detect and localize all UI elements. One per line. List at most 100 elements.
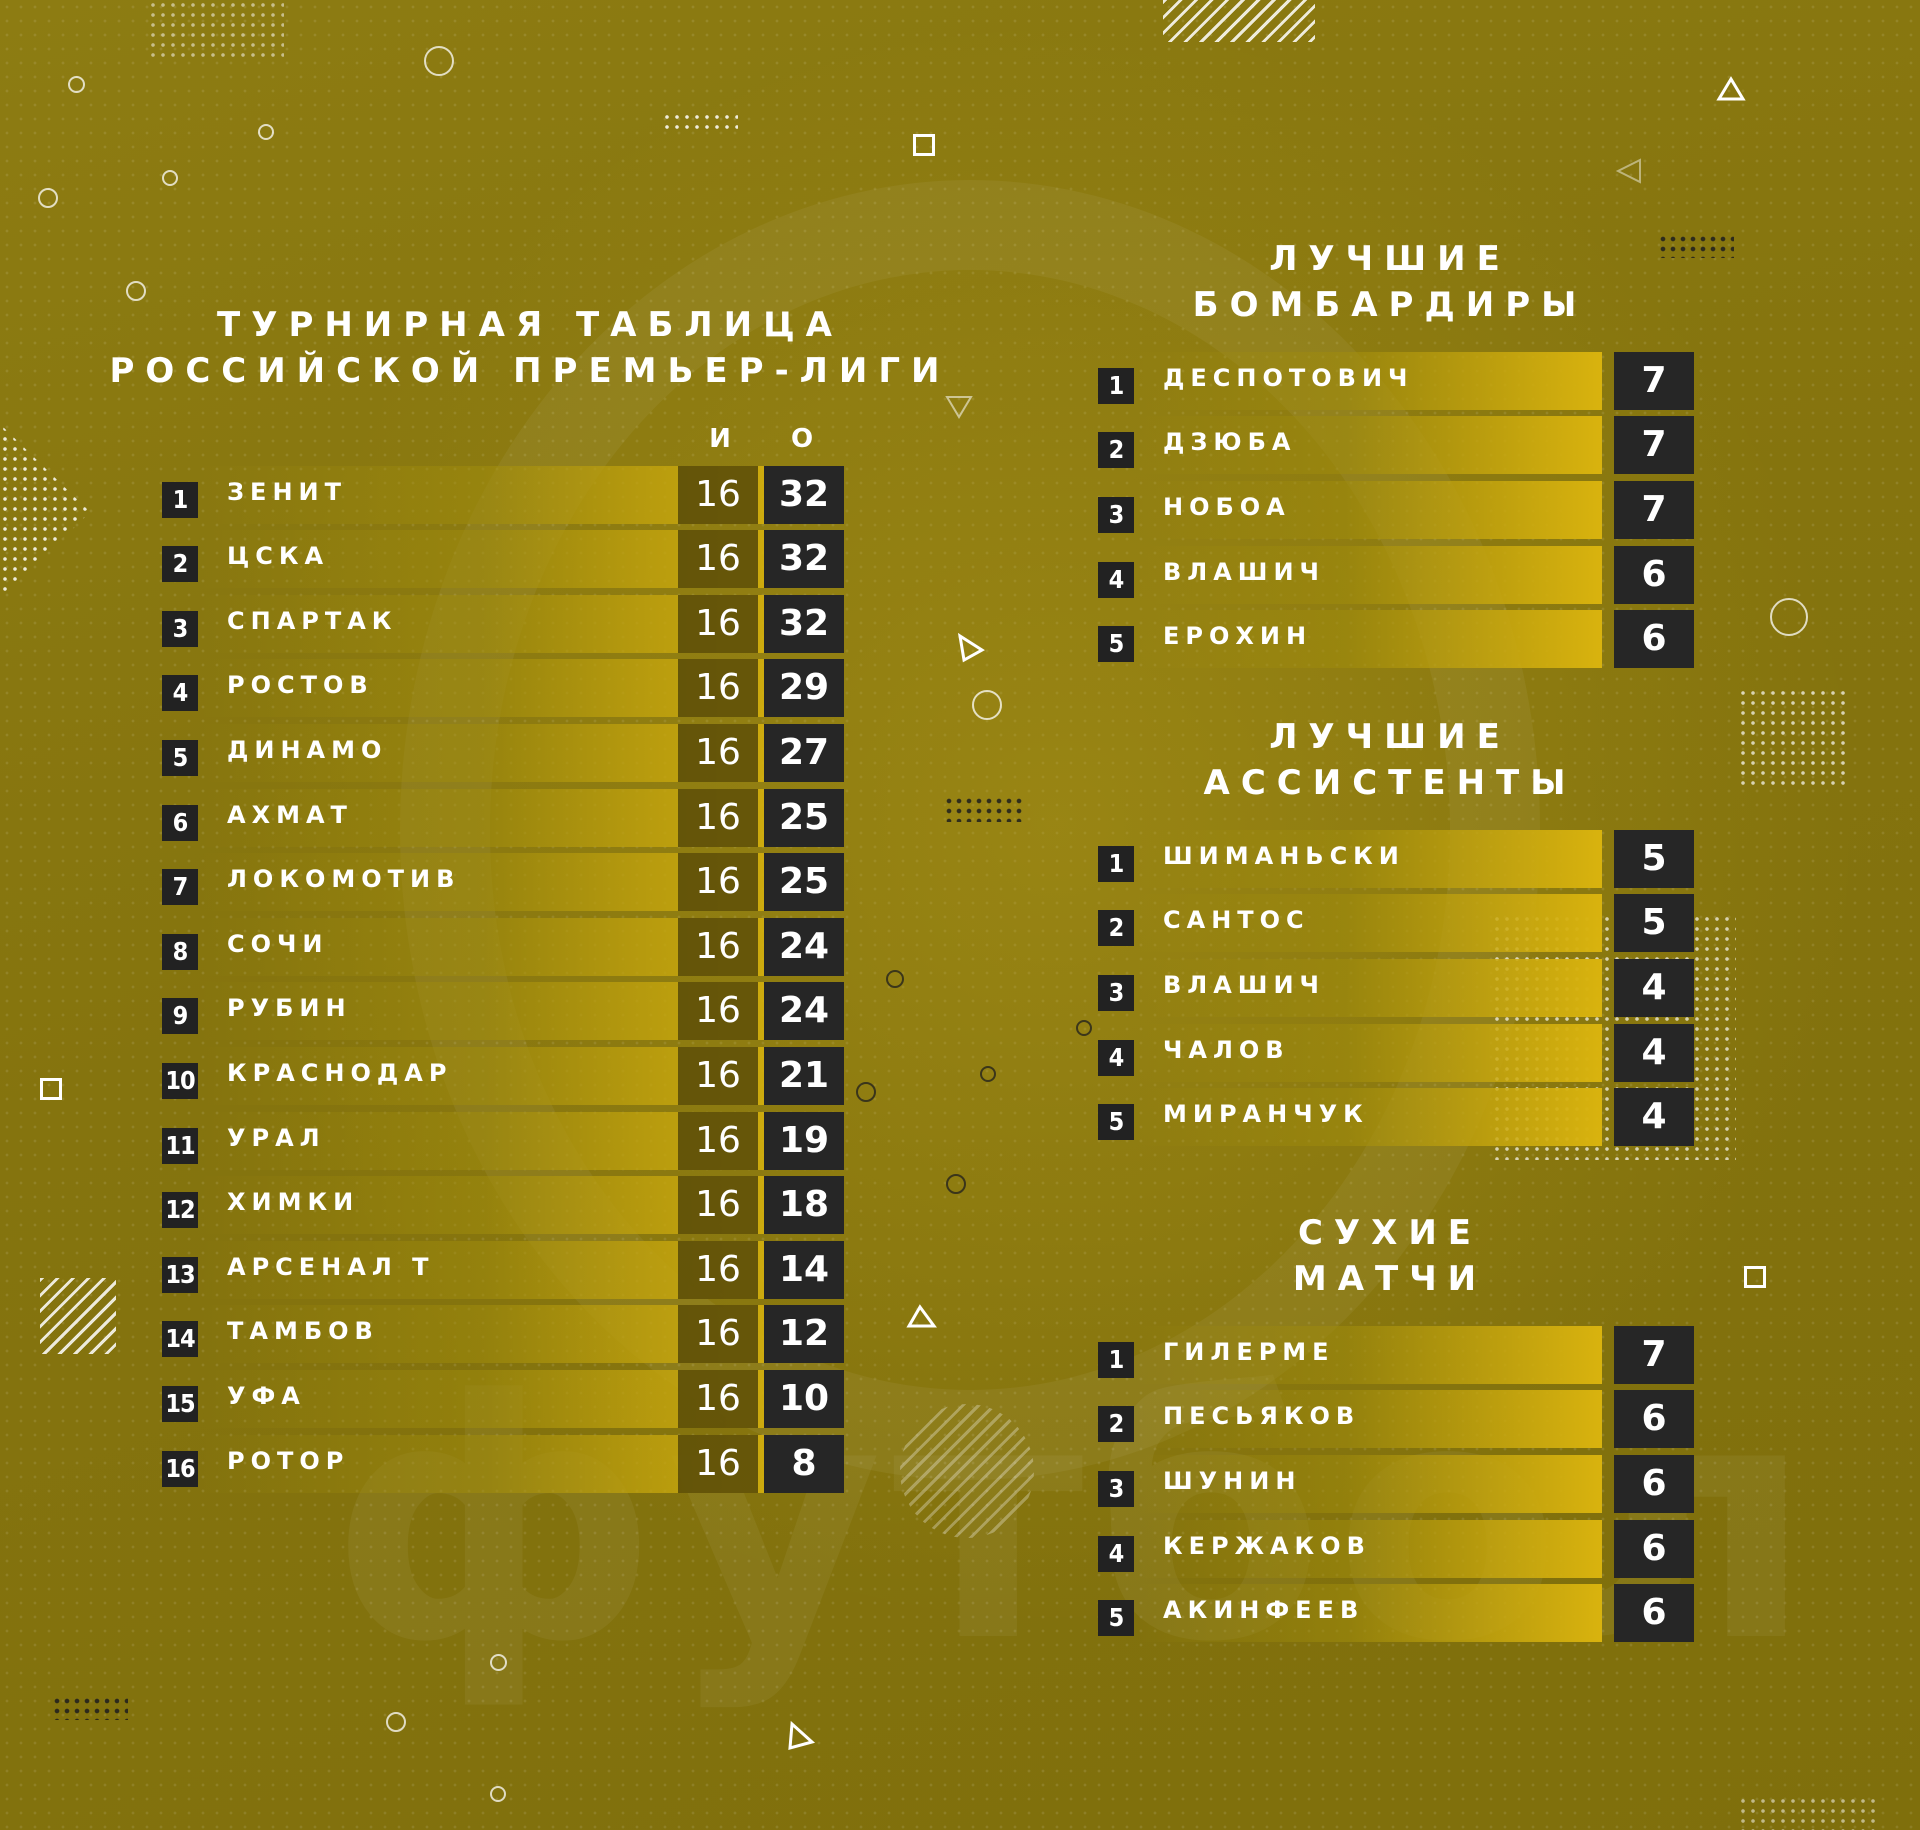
position-badge: 2 bbox=[1098, 432, 1134, 468]
points-cell: 25 bbox=[764, 789, 844, 847]
team-name: АХМАТ bbox=[227, 801, 353, 829]
circle-decoration bbox=[386, 1712, 406, 1732]
player-bar bbox=[1138, 1390, 1602, 1448]
clean-sheet-row: 1 ГИЛЕРМЕ 7 bbox=[1098, 1326, 1694, 1384]
scorers-title-line2: БОМБАРДИРЫ bbox=[1192, 285, 1588, 325]
player-name: КЕРЖАКОВ bbox=[1163, 1532, 1371, 1560]
games-cell: 16 bbox=[678, 1241, 758, 1299]
triangle-decoration bbox=[1615, 158, 1641, 184]
team-name: РУБИН bbox=[227, 994, 352, 1022]
player-bar bbox=[1138, 1584, 1602, 1642]
assists-cell: 4 bbox=[1614, 1088, 1694, 1146]
player-bar bbox=[1138, 610, 1602, 668]
points-cell: 32 bbox=[764, 595, 844, 653]
square-decoration bbox=[1744, 1266, 1766, 1288]
team-name: КРАСНОДАР bbox=[227, 1059, 453, 1087]
clean-sheets-title-line1: СУХИЕ bbox=[1297, 1213, 1483, 1253]
games-cell: 16 bbox=[678, 466, 758, 524]
position-badge: 5 bbox=[1098, 626, 1134, 662]
position-badge: 5 bbox=[162, 740, 198, 776]
games-cell: 16 bbox=[678, 853, 758, 911]
player-bar bbox=[1138, 352, 1602, 410]
dot-pattern-decoration bbox=[662, 112, 738, 134]
scorer-row: 4 ВЛАШИЧ 6 bbox=[1098, 546, 1694, 604]
team-name: ТАМБОВ bbox=[227, 1317, 379, 1345]
clean-sheet-row: 3 ШУНИН 6 bbox=[1098, 1455, 1694, 1513]
position-badge: 13 bbox=[162, 1257, 198, 1293]
points-cell: 24 bbox=[764, 918, 844, 976]
clean-sheets-cell: 6 bbox=[1614, 1520, 1694, 1578]
circle-decoration bbox=[38, 188, 58, 208]
player-name: ВЛАШИЧ bbox=[1163, 971, 1325, 999]
scorer-row: 5 ЕРОХИН 6 bbox=[1098, 610, 1694, 668]
assists-cell: 4 bbox=[1614, 1024, 1694, 1082]
scorer-row: 2 ДЗЮБА 7 bbox=[1098, 416, 1694, 474]
player-name: ЕРОХИН bbox=[1163, 622, 1313, 650]
triangle-decoration bbox=[788, 1720, 816, 1751]
position-badge: 16 bbox=[162, 1451, 198, 1487]
goals-cell: 6 bbox=[1614, 610, 1694, 668]
scorer-row: 3 НОБОА 7 bbox=[1098, 481, 1694, 539]
team-name: УФА bbox=[227, 1382, 306, 1410]
assist-row: 4 ЧАЛОВ 4 bbox=[1098, 1024, 1694, 1082]
position-badge: 3 bbox=[1098, 1471, 1134, 1507]
player-name: МИРАНЧУК bbox=[1163, 1100, 1369, 1128]
square-decoration bbox=[913, 134, 935, 156]
team-name: РОТОР bbox=[227, 1447, 350, 1475]
points-cell: 27 bbox=[764, 724, 844, 782]
points-cell: 14 bbox=[764, 1241, 844, 1299]
circle-decoration bbox=[490, 1654, 507, 1671]
dot-pattern-decoration bbox=[1658, 234, 1734, 258]
team-name: СОЧИ bbox=[227, 930, 329, 958]
position-badge: 4 bbox=[1098, 1536, 1134, 1572]
circle-decoration bbox=[424, 46, 454, 76]
position-badge: 9 bbox=[162, 998, 198, 1034]
position-badge: 3 bbox=[1098, 975, 1134, 1011]
player-bar bbox=[1138, 416, 1602, 474]
scorer-row: 1 ДЕСПОТОВИЧ 7 bbox=[1098, 352, 1694, 410]
circle-decoration bbox=[126, 281, 146, 301]
hatch-circle-decoration bbox=[900, 1404, 1034, 1538]
team-name: СПАРТАК bbox=[227, 607, 398, 635]
assists-title-line1: ЛУЧШИЕ bbox=[1269, 717, 1511, 757]
assists-cell: 4 bbox=[1614, 959, 1694, 1017]
circle-decoration bbox=[1076, 1020, 1092, 1036]
position-badge: 6 bbox=[162, 805, 198, 841]
player-bar bbox=[1138, 1326, 1602, 1384]
points-cell: 18 bbox=[764, 1176, 844, 1234]
games-cell: 16 bbox=[678, 918, 758, 976]
standings-title-line2: РОССИЙСКОЙ ПРЕМЬЕР-ЛИГИ bbox=[109, 351, 951, 391]
circle-decoration bbox=[258, 124, 274, 140]
hatch-decoration bbox=[1163, 0, 1315, 42]
player-bar bbox=[1138, 959, 1602, 1017]
player-bar bbox=[1138, 1520, 1602, 1578]
scorers-title-line1: ЛУЧШИЕ bbox=[1269, 239, 1511, 279]
position-badge: 14 bbox=[162, 1321, 198, 1357]
player-name: ДЕСПОТОВИЧ bbox=[1163, 364, 1414, 392]
player-name: ШИМАНЬСКИ bbox=[1163, 842, 1405, 870]
circle-decoration bbox=[886, 970, 904, 988]
points-cell: 25 bbox=[764, 853, 844, 911]
player-name: ГИЛЕРМЕ bbox=[1163, 1338, 1335, 1366]
points-cell: 32 bbox=[764, 466, 844, 524]
dot-pattern-decoration bbox=[52, 1696, 128, 1720]
games-cell: 16 bbox=[678, 1435, 758, 1493]
dot-pattern-decoration bbox=[1738, 1796, 1876, 1830]
circle-decoration bbox=[980, 1066, 996, 1082]
team-name: ЦСКА bbox=[227, 542, 330, 570]
goals-cell: 6 bbox=[1614, 546, 1694, 604]
points-cell: 32 bbox=[764, 530, 844, 588]
team-name: УРАЛ bbox=[227, 1124, 326, 1152]
player-name: ЧАЛОВ bbox=[1163, 1036, 1290, 1064]
player-bar bbox=[1138, 546, 1602, 604]
clean-sheets-cell: 7 bbox=[1614, 1326, 1694, 1384]
games-cell: 16 bbox=[678, 530, 758, 588]
position-badge: 1 bbox=[1098, 846, 1134, 882]
assist-row: 3 ВЛАШИЧ 4 bbox=[1098, 959, 1694, 1017]
position-badge: 11 bbox=[162, 1128, 198, 1164]
dot-pattern-decoration bbox=[1738, 688, 1846, 788]
points-cell: 24 bbox=[764, 982, 844, 1040]
assists-cell: 5 bbox=[1614, 830, 1694, 888]
square-decoration bbox=[40, 1078, 62, 1100]
position-badge: 3 bbox=[1098, 497, 1134, 533]
